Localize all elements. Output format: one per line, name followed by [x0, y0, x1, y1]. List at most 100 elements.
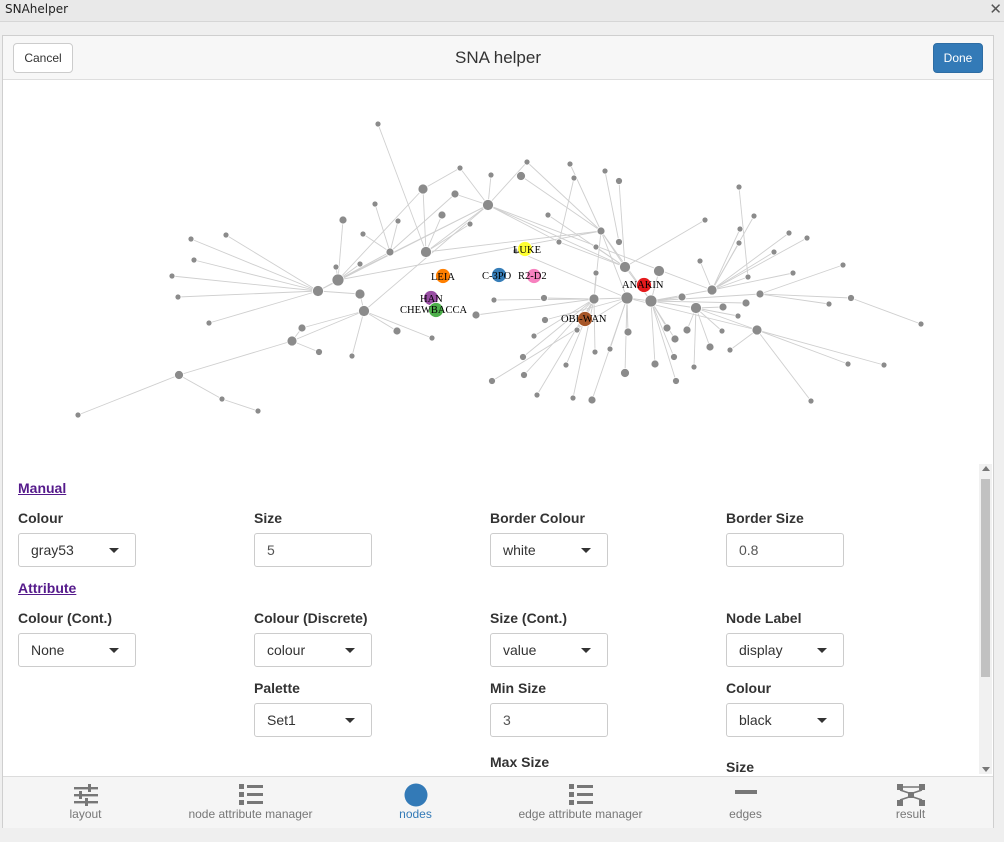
- character-node-anakin[interactable]: [636, 277, 652, 293]
- tab-result[interactable]: result: [828, 777, 993, 829]
- graph-node[interactable]: [566, 160, 574, 168]
- character-node-obi-wan[interactable]: [577, 311, 593, 327]
- graph-node[interactable]: [488, 377, 496, 385]
- graph-node[interactable]: [254, 407, 262, 415]
- graph-node[interactable]: [358, 305, 370, 317]
- graph-node[interactable]: [847, 294, 855, 302]
- graph-node[interactable]: [670, 353, 678, 361]
- tab-nodes[interactable]: nodes: [333, 777, 498, 829]
- colour-select[interactable]: gray53: [18, 533, 136, 567]
- scrollbar-thumb[interactable]: [981, 479, 990, 677]
- character-node-c-3po[interactable]: [491, 267, 507, 283]
- graph-node[interactable]: [917, 320, 925, 328]
- graph-node[interactable]: [359, 230, 367, 238]
- close-icon[interactable]: ✕: [989, 1, 1002, 18]
- graph-node[interactable]: [807, 397, 815, 405]
- tab-node-attribute-manager[interactable]: node attribute manager: [168, 777, 333, 829]
- graph-node[interactable]: [718, 327, 726, 335]
- graph-node[interactable]: [677, 292, 687, 302]
- graph-node[interactable]: [825, 300, 833, 308]
- min-size-input[interactable]: 3: [490, 703, 608, 737]
- tab-edge-attribute-manager[interactable]: edge attribute manager: [498, 777, 663, 829]
- graph-node[interactable]: [682, 325, 692, 335]
- graph-node[interactable]: [570, 174, 578, 182]
- graph-node[interactable]: [187, 235, 195, 243]
- graph-node[interactable]: [533, 391, 541, 399]
- graph-node[interactable]: [417, 183, 429, 195]
- graph-node[interactable]: [844, 360, 852, 368]
- graph-node[interactable]: [205, 319, 213, 327]
- graph-node[interactable]: [653, 265, 665, 277]
- graph-node[interactable]: [596, 226, 606, 236]
- border-size-input[interactable]: 0.8: [726, 533, 844, 567]
- graph-node[interactable]: [392, 326, 402, 336]
- palette-select[interactable]: Set1: [254, 703, 372, 737]
- character-node-r2-d2[interactable]: [526, 268, 542, 284]
- manual-section-link[interactable]: Manual: [18, 480, 67, 496]
- graph-node[interactable]: [672, 377, 680, 385]
- graph-node[interactable]: [168, 272, 176, 280]
- size-input[interactable]: 5: [254, 533, 372, 567]
- graph-node[interactable]: [592, 243, 600, 251]
- graph-node[interactable]: [569, 394, 577, 402]
- graph-node[interactable]: [315, 348, 323, 356]
- graph-node[interactable]: [587, 395, 597, 405]
- graph-node[interactable]: [623, 327, 633, 337]
- graph-node[interactable]: [450, 189, 460, 199]
- graph-node[interactable]: [620, 368, 630, 378]
- graph-node[interactable]: [789, 269, 797, 277]
- node-label-select[interactable]: display: [726, 633, 844, 667]
- graph-node[interactable]: [332, 263, 340, 271]
- graph-node[interactable]: [696, 257, 704, 265]
- graph-node[interactable]: [726, 346, 734, 354]
- scroll-up-icon[interactable]: [982, 466, 990, 471]
- graph-node[interactable]: [482, 199, 494, 211]
- graph-node[interactable]: [803, 234, 811, 242]
- graph-node[interactable]: [523, 158, 531, 166]
- graph-node[interactable]: [555, 238, 563, 246]
- colour-discrete-select[interactable]: colour: [254, 633, 372, 667]
- graph-node[interactable]: [312, 285, 324, 297]
- character-node-chewbacca[interactable]: [428, 302, 444, 318]
- graph-node[interactable]: [619, 261, 631, 273]
- graph-node[interactable]: [437, 210, 447, 220]
- graph-node[interactable]: [466, 220, 474, 228]
- graph-node[interactable]: [520, 371, 528, 379]
- graph-node[interactable]: [456, 164, 464, 172]
- colour-cont-select[interactable]: None: [18, 633, 136, 667]
- graph-node[interactable]: [222, 231, 230, 239]
- graph-node[interactable]: [662, 323, 672, 333]
- graph-node[interactable]: [174, 370, 184, 380]
- graph-node[interactable]: [701, 216, 709, 224]
- graph-node[interactable]: [615, 238, 623, 246]
- graph-node[interactable]: [471, 310, 481, 320]
- graph-node[interactable]: [690, 363, 698, 371]
- graph-node[interactable]: [354, 288, 366, 300]
- graph-node[interactable]: [428, 334, 436, 342]
- graph-node[interactable]: [706, 284, 718, 296]
- panel-scrollbar[interactable]: [979, 464, 992, 774]
- tab-edges[interactable]: edges: [663, 777, 828, 829]
- graph-node[interactable]: [530, 332, 538, 340]
- graph-node[interactable]: [741, 298, 751, 308]
- size-cont-select[interactable]: value: [490, 633, 608, 667]
- cancel-button[interactable]: Cancel: [13, 43, 73, 73]
- graph-node[interactable]: [705, 342, 715, 352]
- graph-node[interactable]: [218, 395, 226, 403]
- graph-node[interactable]: [644, 294, 658, 308]
- graph-node[interactable]: [735, 183, 743, 191]
- graph-node[interactable]: [338, 215, 348, 225]
- graph-node[interactable]: [744, 273, 752, 281]
- graph-node[interactable]: [356, 260, 364, 268]
- graph-node[interactable]: [606, 345, 614, 353]
- graph-node[interactable]: [650, 359, 660, 369]
- graph-node[interactable]: [770, 248, 778, 256]
- graph-node[interactable]: [785, 229, 793, 237]
- graph-node[interactable]: [751, 324, 763, 336]
- graph-node[interactable]: [562, 361, 570, 369]
- graph-node[interactable]: [371, 200, 379, 208]
- graph-node[interactable]: [394, 217, 402, 225]
- graph-node[interactable]: [670, 334, 680, 344]
- graph-node[interactable]: [839, 261, 847, 269]
- graph-node[interactable]: [750, 212, 758, 220]
